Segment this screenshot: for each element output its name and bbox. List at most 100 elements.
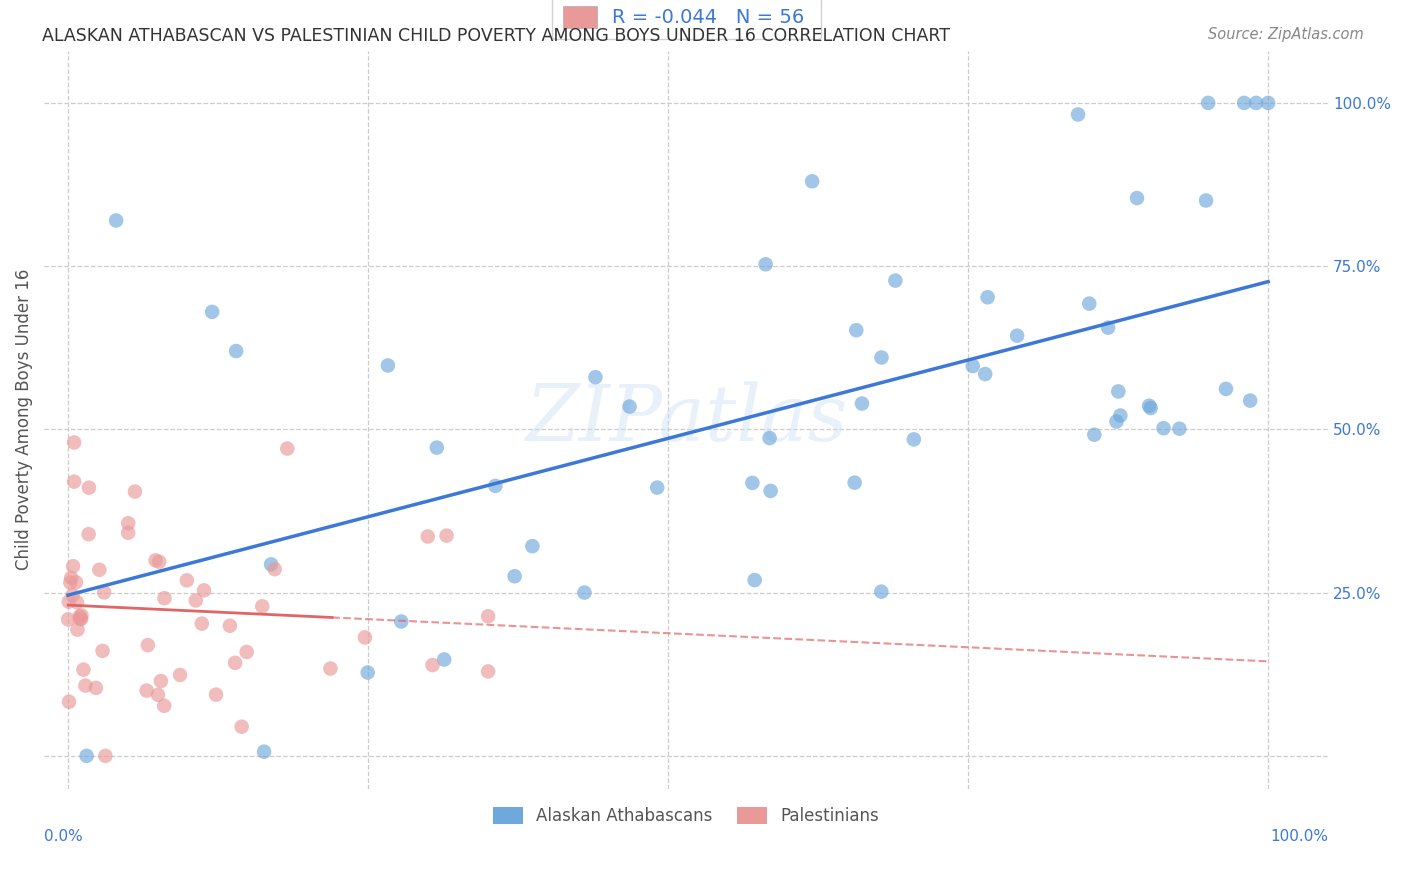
Point [235,645,257,659]
Point [1083,427,1105,442]
Point [801,174,824,188]
Point [574,585,596,599]
Point [1244,95,1267,110]
Point [136,638,159,652]
Point [58,595,80,609]
Point [1109,409,1132,423]
Point [89,563,111,577]
Point [976,290,998,304]
Point [759,483,782,498]
Point [84,681,107,695]
Point [260,558,283,572]
Point [619,400,641,414]
Point [263,562,285,576]
Point [741,475,763,490]
Point [845,323,868,337]
Point [1239,393,1261,408]
Point [201,305,224,319]
Point [169,668,191,682]
Point [184,593,207,607]
Point [231,720,253,734]
Point [377,359,399,373]
Point [62,559,84,574]
Point [1168,422,1191,436]
Point [1215,382,1237,396]
Point [153,698,176,713]
Point [93,585,115,599]
Point [962,359,984,373]
Point [416,529,439,543]
Point [884,274,907,288]
Point [69,609,91,624]
Point [135,683,157,698]
Point [72,663,94,677]
Point [870,584,893,599]
Point [755,257,778,271]
Point [252,599,274,614]
Point [1257,95,1279,110]
Point [354,631,377,645]
Point [522,539,544,553]
Point [903,433,925,447]
Point [117,516,139,531]
Point [65,575,87,590]
Point [1105,415,1128,429]
Point [974,367,997,381]
Point [77,527,100,541]
Point [851,396,873,410]
Point [585,370,607,384]
Text: ALASKAN ATHABASCAN VS PALESTINIAN CHILD POVERTY AMONG BOYS UNDER 16 CORRELATION : ALASKAN ATHABASCAN VS PALESTINIAN CHILD … [42,27,950,45]
Point [319,661,342,675]
Point [1097,320,1119,334]
Point [63,475,86,489]
Point [758,431,780,445]
Point [1126,191,1149,205]
Point [1067,107,1090,121]
Point [1233,95,1256,110]
Point [70,608,93,623]
Point [149,673,172,688]
Point [433,652,456,666]
Point [153,591,176,606]
Point [503,569,526,583]
Point [1139,401,1161,415]
Point [91,644,114,658]
Point [56,612,79,626]
Point [148,555,170,569]
Point [389,615,412,629]
Point [76,748,98,763]
Point [205,688,228,702]
Point [1005,328,1028,343]
Point [844,475,866,490]
Point [191,616,214,631]
Point [477,665,499,679]
Point [66,623,89,637]
Point [219,619,242,633]
Text: 0.0%: 0.0% [44,830,83,844]
Point [357,665,380,680]
Text: Source: ZipAtlas.com: Source: ZipAtlas.com [1208,27,1364,42]
Point [70,612,93,626]
Point [146,688,169,702]
Point [276,442,298,456]
Point [484,479,506,493]
Point [225,344,247,359]
Text: 100.0%: 100.0% [1270,830,1329,844]
Point [94,748,117,763]
Point [66,595,89,609]
Point [1197,95,1219,110]
Text: ZIPatlas: ZIPatlas [524,382,848,458]
Point [63,435,86,450]
Y-axis label: Child Poverty Among Boys Under 16: Child Poverty Among Boys Under 16 [15,268,32,570]
Point [1153,421,1175,435]
Point [744,573,766,587]
Point [645,481,668,495]
Point [60,571,83,585]
Point [62,588,84,602]
Point [124,484,146,499]
Point [253,745,276,759]
Point [145,553,167,567]
Point [105,213,128,227]
Point [224,656,246,670]
Point [1107,384,1129,399]
